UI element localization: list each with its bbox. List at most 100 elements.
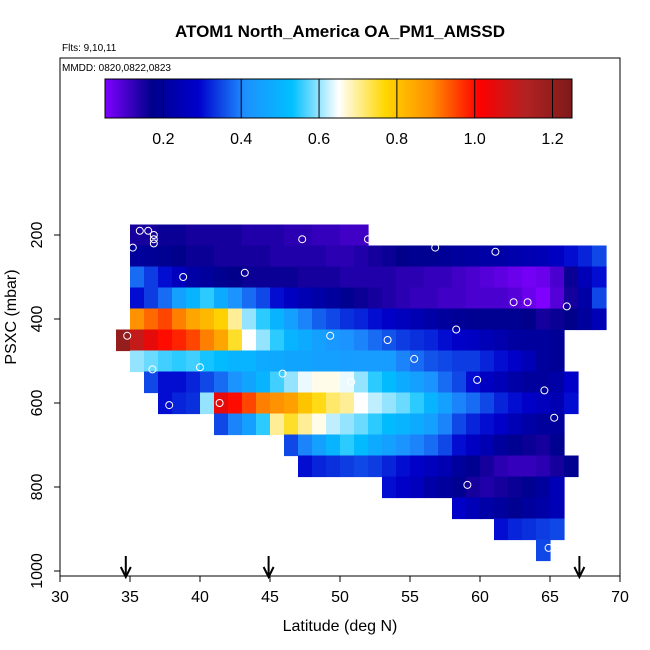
heatmap-cell — [214, 371, 229, 394]
heatmap-cell — [550, 497, 565, 520]
heatmap-cell — [298, 308, 313, 331]
heatmap-cell — [242, 413, 257, 436]
heatmap-cell — [494, 350, 509, 373]
heatmap-cell — [158, 329, 173, 352]
heatmap-cell — [494, 266, 509, 289]
heatmap-cell — [494, 392, 509, 415]
heatmap-cell — [508, 350, 523, 373]
heatmap-cell — [494, 497, 509, 520]
heatmap-cell — [270, 392, 285, 415]
colorbar: 0.2 0.4 0.6 0.8 1.0 1.2 — [104, 78, 573, 148]
x-tick-label: 30 — [51, 589, 69, 606]
heatmap-cell — [158, 371, 173, 394]
heatmap-cell — [382, 413, 397, 436]
heatmap-cell — [354, 329, 369, 352]
heatmap-cell — [480, 329, 495, 352]
heatmap-cell — [522, 497, 537, 520]
heatmap-cell — [340, 392, 355, 415]
heatmap-cell — [410, 455, 425, 478]
colorbar-tick-label: 0.6 — [308, 131, 330, 148]
heatmap-cell — [452, 371, 467, 394]
heatmap-cell — [298, 455, 313, 478]
heatmap-cell — [312, 245, 327, 268]
heatmap-cell — [256, 224, 271, 247]
heatmap-cell — [396, 350, 411, 373]
heatmap-cell — [508, 371, 523, 394]
heatmap-cell — [312, 371, 327, 394]
heatmap-cell — [550, 434, 565, 457]
heatmap-cell — [354, 413, 369, 436]
heatmap-cell — [186, 329, 201, 352]
heatmap-cell — [368, 413, 383, 436]
sample-point — [149, 235, 158, 244]
sample-point — [410, 354, 419, 363]
heatmap-cell — [214, 329, 229, 352]
heatmap-cell — [550, 371, 565, 394]
x-axis-label: Latitude (deg N) — [283, 618, 398, 635]
heatmap-cell — [172, 329, 187, 352]
heatmap-cell — [312, 308, 327, 331]
sample-point — [135, 226, 144, 235]
heatmap-cell — [452, 434, 467, 457]
sample-point — [491, 247, 500, 256]
heatmap-cell — [424, 266, 439, 289]
heatmap-cell — [536, 539, 551, 562]
heatmap-cell — [522, 392, 537, 415]
heatmap-cell — [410, 329, 425, 352]
heatmap-cell — [340, 434, 355, 457]
heatmap-cell — [592, 266, 607, 289]
heatmap-cell — [270, 224, 285, 247]
heatmap-cell — [186, 392, 201, 415]
heatmap-cell — [298, 350, 313, 373]
colorbar-tick-label: 1.2 — [541, 131, 563, 148]
heatmap-cell — [284, 413, 299, 436]
heatmap-cell — [382, 476, 397, 499]
heatmap-cell — [312, 455, 327, 478]
heatmap-cell — [424, 476, 439, 499]
heatmap-cell — [312, 266, 327, 289]
heatmap-cell — [424, 371, 439, 394]
heatmap-cell — [396, 413, 411, 436]
heatmap-cell — [480, 350, 495, 373]
sample-point — [383, 336, 392, 344]
colorbar-tick-label: 0.2 — [152, 131, 174, 148]
heatmap-cell — [144, 287, 159, 310]
x-tick-label: 55 — [401, 589, 419, 606]
heatmap-cell — [424, 413, 439, 436]
sample-point — [215, 399, 224, 407]
heatmap-cell — [438, 329, 453, 352]
heatmap-cell — [312, 350, 327, 373]
heatmap-cell — [256, 371, 271, 394]
heatmap-cell — [326, 413, 341, 436]
heatmap-cell — [256, 413, 271, 436]
heatmap-cell — [326, 245, 341, 268]
heatmap-cell — [592, 287, 607, 310]
heatmap-cell — [592, 245, 607, 268]
heatmap-cell — [438, 287, 453, 310]
x-tick-label: 35 — [121, 589, 139, 606]
heatmap-cell — [354, 392, 369, 415]
x-tick-label: 60 — [471, 589, 489, 606]
heatmap-cell — [424, 434, 439, 457]
heatmap-cell — [494, 476, 509, 499]
heatmap-cell — [284, 245, 299, 268]
heatmap-cell — [452, 350, 467, 373]
heatmap-cell — [340, 224, 355, 247]
heatmap-cell — [130, 287, 145, 310]
heatmap-cell — [564, 266, 579, 289]
heatmap-cell — [480, 392, 495, 415]
heatmap-cell — [172, 245, 187, 268]
heatmap-cell — [144, 266, 159, 289]
heatmap-cell — [578, 287, 593, 310]
heatmap-cell — [536, 497, 551, 520]
heatmap-cell — [536, 476, 551, 499]
heatmap-cell — [256, 245, 271, 268]
heatmap-cell — [144, 308, 159, 331]
heatmap-cell — [466, 329, 481, 352]
heatmap-cell — [536, 434, 551, 457]
heatmap-cell — [242, 245, 257, 268]
heatmap-cell — [298, 224, 313, 247]
heatmap-cell — [214, 245, 229, 268]
heatmap-cell — [410, 476, 425, 499]
heatmap-cell — [396, 371, 411, 394]
